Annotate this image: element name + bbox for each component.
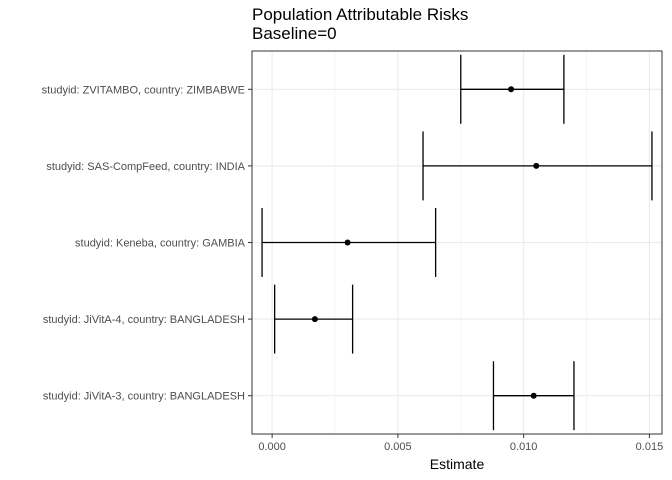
y-axis: studyid: ZVITAMBO, country: ZIMBABWE stud…	[42, 84, 252, 403]
y-tick-label: studyid: SAS-CompFeed, country: INDIA	[46, 161, 245, 173]
x-tick-label: 0.015	[636, 441, 664, 453]
chart-subtitle: Baseline=0	[252, 24, 337, 43]
estimate-point	[533, 162, 540, 169]
y-tick-label: studyid: Keneba, country: GAMBIA	[75, 238, 246, 250]
chart-title: Population Attributable Risks	[252, 5, 468, 24]
estimate-point	[311, 316, 318, 323]
x-axis: 0.000 0.005 0.010 0.015	[258, 434, 663, 453]
y-tick-label: studyid: JiVitA-3, country: BANGLADESH	[43, 391, 245, 403]
y-tick-label: studyid: JiVitA-4, country: BANGLADESH	[43, 314, 245, 326]
x-tick-label: 0.005	[384, 441, 412, 453]
y-tick-label: studyid: ZVITAMBO, country: ZIMBABWE	[42, 84, 245, 96]
x-tick-label: 0.000	[258, 441, 286, 453]
data-marks	[261, 54, 653, 431]
estimate-point	[508, 86, 515, 93]
estimate-point	[344, 239, 351, 246]
x-tick-label: 0.010	[510, 441, 538, 453]
estimate-point	[530, 392, 537, 399]
x-axis-label: Estimate	[430, 456, 485, 472]
